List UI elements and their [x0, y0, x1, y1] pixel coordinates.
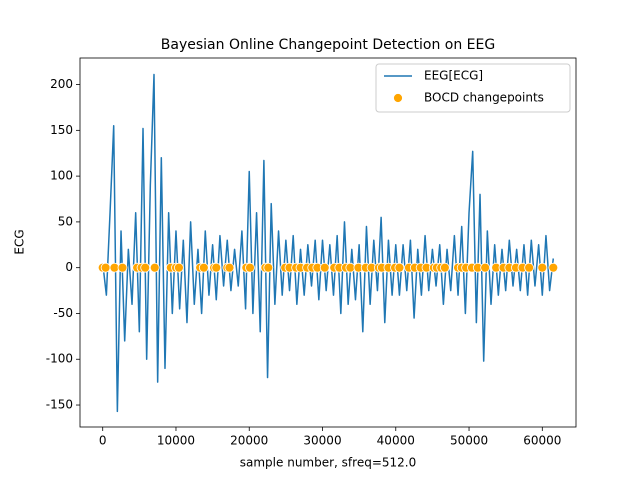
changepoint: [198, 262, 209, 273]
x-tick-label: 10000: [157, 434, 195, 448]
y-axis-label: ECG: [13, 229, 27, 254]
changepoint: [149, 262, 160, 273]
y-tick-label: 50: [58, 214, 73, 228]
changepoint: [140, 262, 151, 273]
changepoint: [245, 262, 255, 273]
y-tick-label: 200: [50, 77, 73, 91]
changepoint: [109, 262, 120, 273]
plot-area: [97, 73, 559, 413]
y-tick-label: -50: [53, 306, 73, 320]
y-tick-label: 0: [65, 260, 73, 274]
changepoint: [117, 262, 128, 273]
changepoint: [524, 262, 535, 273]
x-axis-label: sample number, sfreq=512.0: [240, 456, 416, 470]
changepoint: [263, 262, 274, 273]
changepoint: [224, 262, 235, 273]
legend-label: BOCD changepoints: [424, 91, 544, 105]
x-tick-label: 0: [99, 434, 107, 448]
x-tick-label: 40000: [377, 434, 415, 448]
x-tick-label: 30000: [303, 434, 341, 448]
y-tick-label: -150: [46, 398, 73, 412]
changepoint: [548, 262, 559, 273]
y-tick-label: -100: [46, 352, 73, 366]
changepoint: [537, 262, 548, 273]
changepoint: [439, 262, 450, 273]
changepoint: [319, 262, 330, 273]
legend: EEG[ECG] BOCD changepoints: [375, 63, 571, 113]
legend-marker: [393, 93, 403, 103]
legend-box: [375, 63, 571, 113]
x-tick-label: 60000: [523, 434, 561, 448]
plot-frame: [79, 57, 577, 428]
chart-title: Bayesian Online Changepoint Detection on…: [161, 37, 495, 53]
changepoint: [100, 262, 111, 273]
y-tick-label: 150: [50, 123, 73, 137]
changepoint: [394, 262, 405, 273]
x-tick-label: 50000: [450, 434, 488, 448]
changepoint: [211, 262, 222, 273]
y-tick-label: 100: [50, 169, 73, 183]
x-tick-label: 20000: [230, 434, 268, 448]
legend-label: EEG[ECG]: [424, 69, 483, 83]
changepoint: [174, 262, 184, 273]
changepoint: [345, 262, 356, 273]
changepoint: [480, 262, 491, 273]
